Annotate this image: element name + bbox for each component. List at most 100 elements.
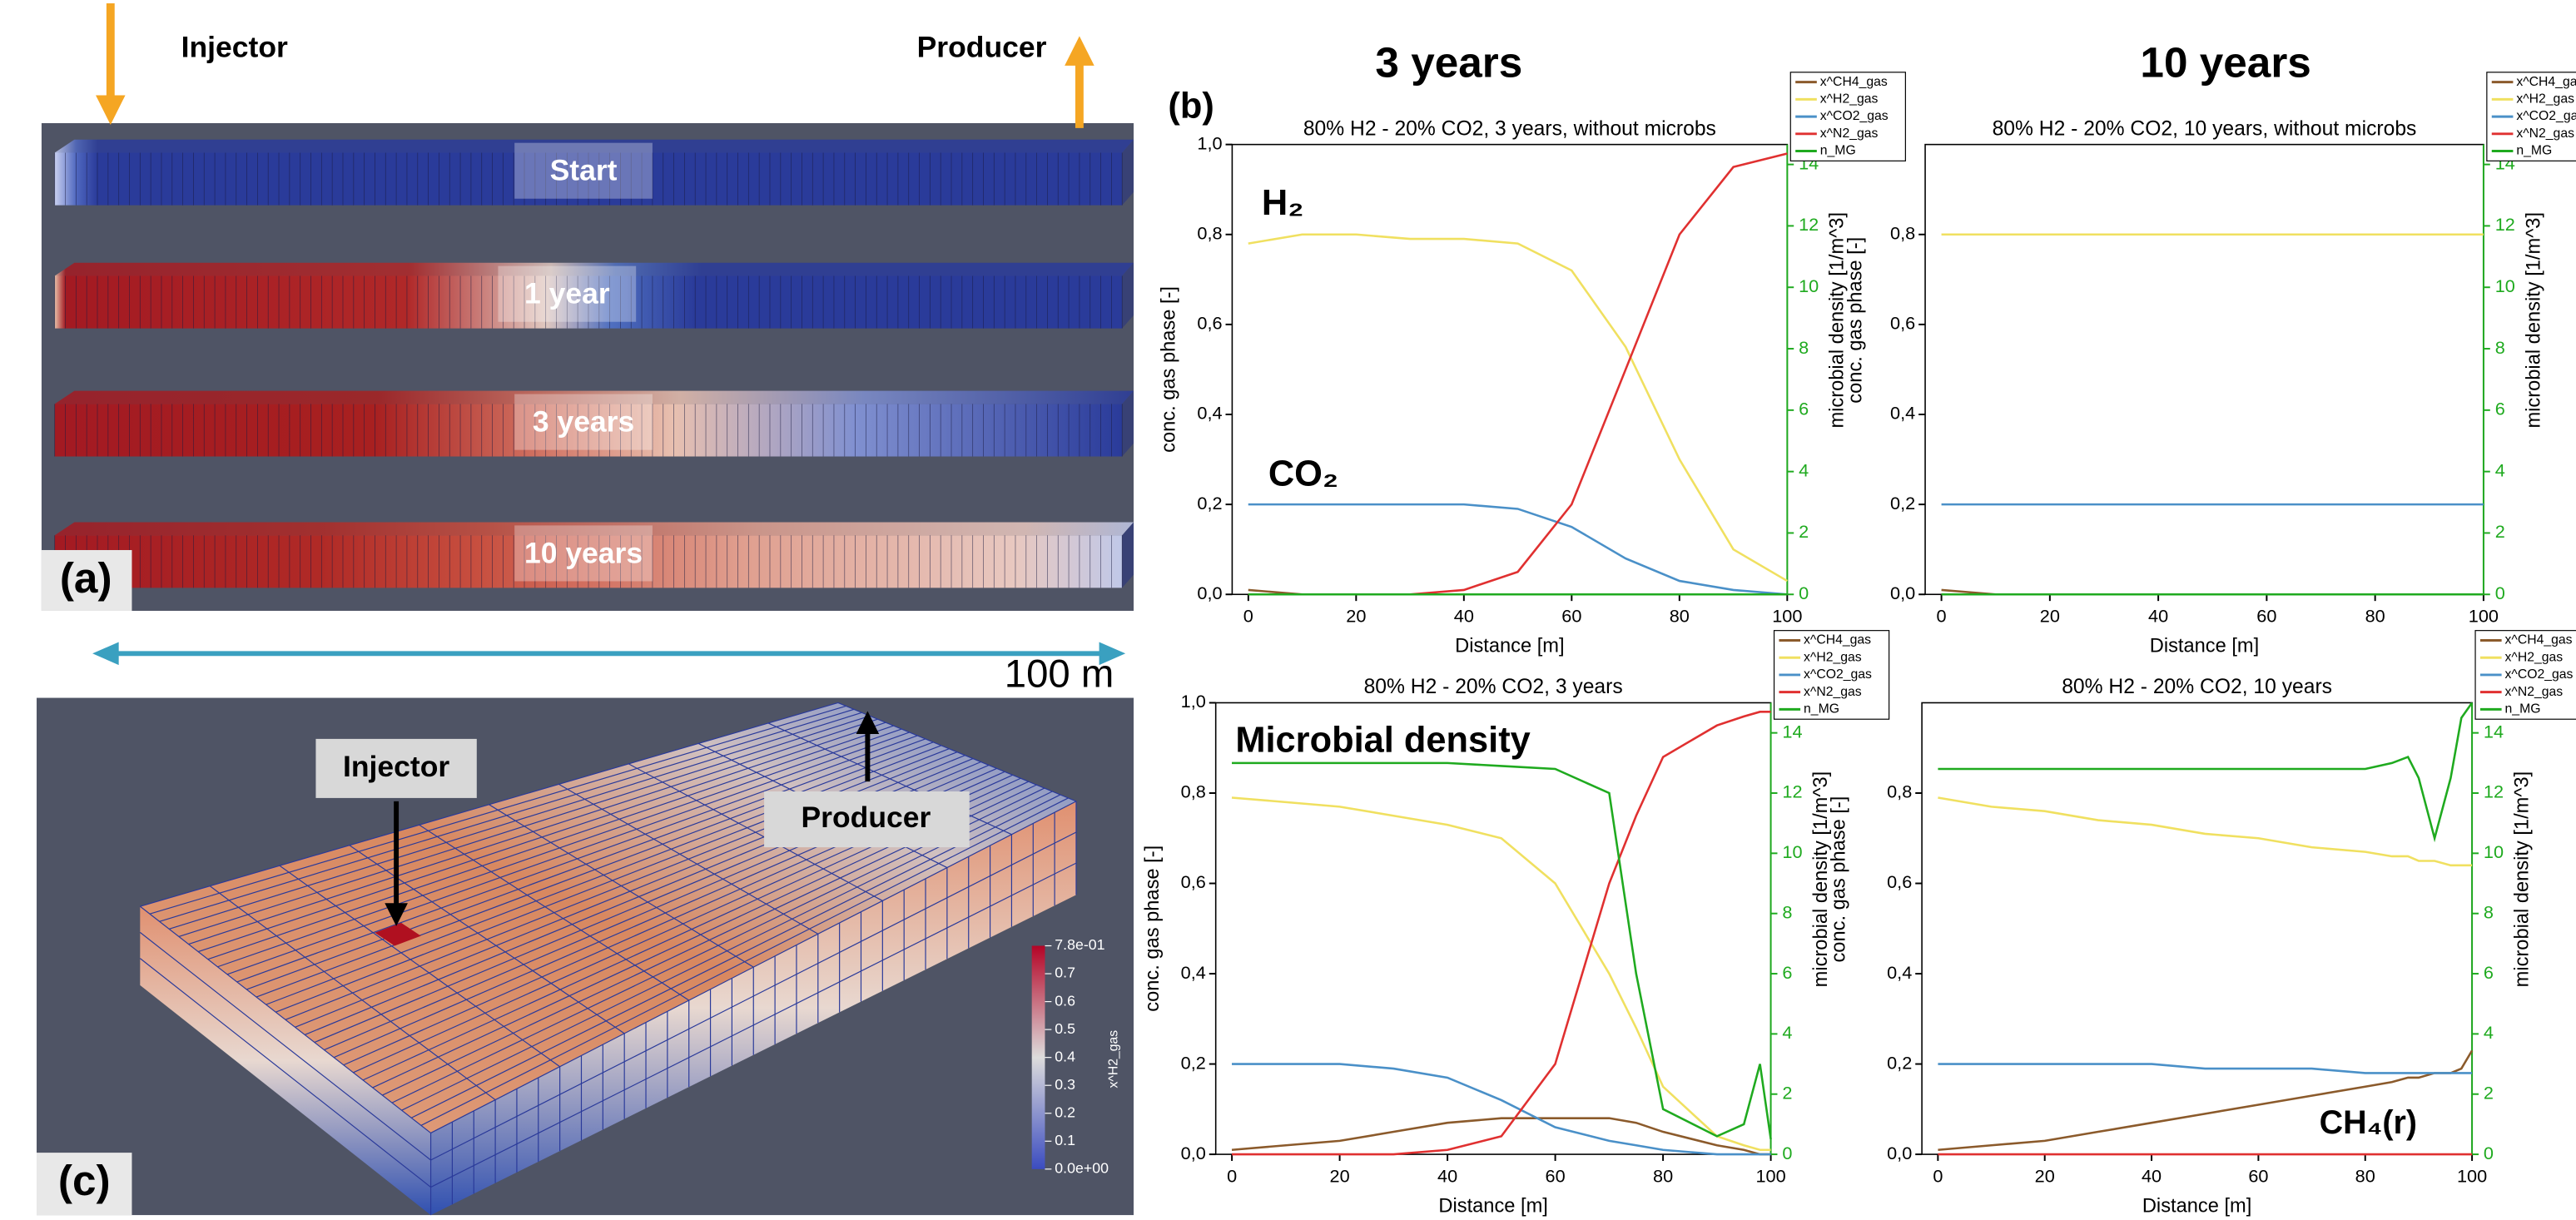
x-tick-label: 40	[1437, 1165, 1457, 1186]
colorbar-label: 7.8e-01	[1055, 936, 1104, 953]
chart: 80% H2 - 20% CO2, 10 years, without micr…	[1890, 72, 2576, 657]
legend-label: n_MG	[1804, 702, 1839, 717]
bar-top-face	[54, 139, 1134, 153]
y-tick-label: 0,2	[1197, 493, 1222, 513]
y2-tick-label: 10	[2484, 841, 2504, 862]
y-tick-label: 0,4	[1181, 962, 1206, 983]
colorbar	[1031, 945, 1045, 1169]
colorbar-title: x^H2_gas	[1107, 1030, 1121, 1089]
x-tick-label: 0	[1243, 606, 1253, 627]
y-tick-label: 1,0	[1197, 132, 1222, 153]
y-tick-label: 0,4	[1887, 962, 1912, 983]
y-tick-label: 0,8	[1181, 781, 1206, 802]
bar-side-face	[1122, 139, 1134, 206]
x-tick-label: 20	[2040, 606, 2060, 627]
colorbar-label: 0.2	[1055, 1103, 1075, 1120]
mesh-line	[209, 885, 496, 1101]
x-axis-label: Distance [m]	[2142, 1195, 2251, 1217]
legend-label: n_MG	[2505, 702, 2541, 717]
panel-label: (a)	[60, 554, 112, 602]
mesh-line	[279, 865, 560, 1068]
y2-axis-label: conc. gas phase [-]	[1844, 237, 1866, 404]
y2-tick-label: 8	[2484, 901, 2494, 922]
y-tick-label: 0,2	[1181, 1052, 1206, 1073]
label-box	[37, 1153, 132, 1216]
x-tick-label: 100	[2469, 606, 2499, 627]
y2-tick-label: 6	[1799, 399, 1809, 419]
x-axis-label: Distance [m]	[1438, 1195, 1547, 1217]
x-tick-label: 80	[1670, 606, 1690, 627]
y2-tick-label: 2	[1782, 1082, 1792, 1103]
legend-label: x^H2_gas	[1820, 92, 1879, 107]
y2-tick-label: 12	[1799, 214, 1819, 235]
mesh-line	[489, 804, 754, 968]
legend-label: n_MG	[1820, 144, 1856, 158]
legend-label: n_MG	[2516, 144, 2552, 158]
y-tick-label: 0,6	[1197, 313, 1222, 334]
mesh-line	[139, 931, 431, 1161]
x-tick-label: 80	[2365, 606, 2385, 627]
panel-label: (b)	[1168, 87, 1214, 126]
chart-title: 80% H2 - 20% CO2, 10 years	[2062, 676, 2332, 698]
legend-label: x^N2_gas	[1820, 126, 1879, 141]
series-line	[1231, 796, 1771, 1152]
x-tick-label: 40	[1454, 606, 1474, 627]
colorbar-label: 0.1	[1055, 1132, 1075, 1148]
stage-label: 1 year	[524, 277, 610, 310]
injector-label: Injector	[343, 750, 449, 783]
x-tick-label: 80	[1653, 1165, 1673, 1186]
y-axis-label: conc. gas phase [-]	[1159, 286, 1180, 453]
colorbar-label: 0.3	[1055, 1076, 1075, 1093]
legend-label: x^CO2_gas	[1804, 667, 1872, 682]
series-line	[1248, 503, 1788, 596]
y2-tick-label: 4	[2484, 1022, 2494, 1043]
label-box	[514, 142, 653, 199]
stage-label: 3 years	[533, 404, 634, 438]
y2-tick-label: 6	[1782, 962, 1792, 983]
x-axis-label: Distance [m]	[1455, 636, 1564, 657]
chart: 80% H2 - 20% CO2, 3 years, without micro…	[1159, 72, 1906, 657]
series-line	[1938, 702, 2474, 843]
charts: 80% H2 - 20% CO2, 3 years, without micro…	[1142, 72, 2576, 1217]
injector-cell	[375, 922, 421, 946]
y2-tick-label: 12	[2484, 781, 2504, 802]
y-tick-label: 0,6	[1890, 313, 1915, 334]
label-box	[498, 265, 637, 322]
y-tick-label: 0,2	[1887, 1052, 1912, 1073]
y-tick-label: 0,2	[1890, 493, 1915, 513]
bar-side-face	[1122, 522, 1134, 588]
chart-title: 80% H2 - 20% CO2, 3 years, without micro…	[1303, 117, 1716, 140]
x-tick-label: 100	[2457, 1165, 2487, 1186]
injector-label: Injector	[181, 31, 288, 64]
legend-label: x^N2_gas	[2516, 126, 2574, 141]
y2-tick-label: 14	[1782, 721, 1802, 741]
annotation: Microbial density	[1235, 720, 1530, 760]
x-tick-label: 80	[2355, 1165, 2375, 1186]
box-left-face	[140, 906, 431, 1216]
y2-tick-label: 4	[1782, 1022, 1792, 1043]
bar-side-face	[1122, 390, 1134, 457]
panel-a-bars: Start 1 year 3 years 10 years	[54, 139, 1134, 588]
y-tick-label: 1,0	[1181, 691, 1206, 712]
arrow-head	[96, 95, 126, 125]
column-header: 3 years	[1375, 38, 1522, 86]
legend-label: x^H2_gas	[1804, 650, 1862, 664]
y2-axis-label: microbial density [1/m^3]	[2512, 771, 2534, 988]
mesh-line	[767, 722, 1012, 836]
y2-axis-label: microbial density [1/m^3]	[1827, 212, 1849, 429]
series-line	[1232, 711, 1771, 1156]
legend-label: x^N2_gas	[2505, 685, 2564, 699]
x-tick-label: 0	[1227, 1165, 1237, 1186]
y2-tick-label: 2	[2495, 521, 2505, 542]
colorbar-label: 0.0e+00	[1055, 1160, 1109, 1177]
y-tick-label: 0,0	[1181, 1143, 1206, 1163]
x-tick-label: 60	[2256, 606, 2276, 627]
legend-label: x^CH4_gas	[1820, 75, 1888, 89]
y2-axis-label: microbial density [1/m^3]	[1810, 771, 1832, 988]
mesh-line	[139, 958, 431, 1188]
y2-tick-label: 0	[1782, 1143, 1792, 1163]
mesh-line	[558, 783, 819, 935]
plot-frame	[1924, 143, 2484, 596]
